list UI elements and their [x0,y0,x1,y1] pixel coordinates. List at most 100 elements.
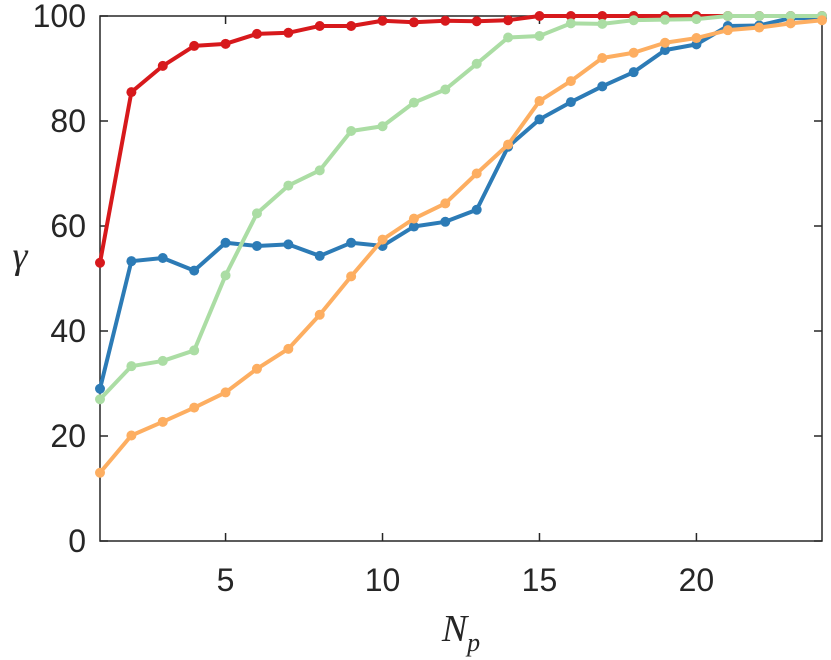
series-point-2 [251,208,262,219]
series-point-2 [534,30,545,41]
series-point-1 [220,237,231,248]
series-point-1 [189,265,200,276]
series-point-0 [157,60,168,71]
series-group-3 [95,15,827,478]
series-point-0 [565,11,576,21]
series-point-3 [283,343,294,354]
series-group-2 [95,11,827,405]
series-point-0 [503,15,514,26]
series-point-1 [346,237,357,248]
series-point-0 [283,27,294,38]
series-point-2 [722,11,733,21]
plot-frame [99,15,823,542]
series-point-1 [660,45,671,56]
series-point-3 [691,33,702,44]
series-point-3 [785,18,796,29]
series-point-0 [346,20,357,31]
series-point-3 [157,416,168,427]
series-point-2 [314,165,325,176]
series-point-1 [157,253,168,264]
series-point-1 [597,81,608,92]
series-point-2 [189,345,200,356]
x-tick-label: 10 [365,562,401,598]
series-point-3 [534,96,545,107]
series-point-0 [251,28,262,39]
series-point-2 [503,32,514,43]
plot-area [95,11,827,542]
series-point-3 [565,76,576,87]
x-tick-labels: 5 10 15 20 [217,562,715,598]
x-tick-label: 15 [522,562,558,598]
series-point-0 [314,20,325,31]
series-point-0 [534,11,545,21]
series-point-2 [471,58,482,69]
y-tick-label: 20 [50,418,86,454]
y-tick-label: 40 [50,313,86,349]
series-point-2 [628,15,639,26]
series-point-1 [126,256,137,267]
x-tick-label: 5 [217,562,235,598]
x-axis-label-main: N [441,608,470,650]
series-point-2 [565,18,576,29]
series-point-0 [220,38,231,49]
series-point-2 [754,11,765,21]
x-axis-label: Np [441,608,480,657]
series-point-0 [471,16,482,27]
series-point-3 [346,271,357,282]
series-point-3 [471,168,482,179]
series-line-1 [98,16,824,391]
series-line-2 [98,14,824,402]
series-point-1 [408,221,419,232]
series-point-3 [95,467,105,478]
y-tick-label: 60 [50,208,86,244]
series-point-1 [283,239,294,250]
series-point-3 [440,198,451,209]
x-tick-label: 20 [679,562,715,598]
series-point-1 [565,97,576,108]
series-point-1 [314,250,325,261]
series-point-0 [597,11,608,21]
series-point-2 [220,270,231,281]
series-point-2 [408,97,419,108]
series-point-2 [597,18,608,29]
series-point-3 [817,15,827,26]
series-point-2 [691,14,702,25]
series-line-3 [98,18,824,475]
y-tick-label: 80 [50,103,86,139]
series-point-3 [408,213,419,224]
series-point-3 [660,37,671,48]
series-point-0 [189,40,200,51]
series-point-2 [283,180,294,191]
series-point-0 [377,15,388,26]
series-point-1 [628,67,639,78]
series-point-2 [126,361,137,372]
y-tick-label: 100 [33,0,86,34]
series-point-3 [314,309,325,320]
series-point-3 [597,53,608,63]
series-point-0 [126,87,137,98]
series-point-2 [95,394,105,405]
series-point-1 [440,216,451,227]
series-point-3 [220,387,231,398]
series-point-3 [377,234,388,245]
y-axis-label: γ [13,235,29,277]
series-point-3 [503,139,514,150]
series-point-1 [95,383,105,394]
series-point-2 [157,355,168,366]
series-point-1 [534,114,545,125]
series-layer [95,11,827,478]
series-point-3 [126,430,137,441]
y-tick-labels: 0 20 40 60 80 100 [33,0,86,559]
series-point-1 [471,204,482,215]
series-point-3 [628,47,639,58]
series-point-3 [722,25,733,36]
series-point-2 [660,14,671,25]
series-point-0 [95,257,105,268]
series-point-2 [346,125,357,136]
series-point-3 [189,402,200,413]
series-point-3 [754,22,765,33]
series-point-1 [251,240,262,251]
series-point-3 [251,363,262,374]
series-line-0 [98,14,824,265]
